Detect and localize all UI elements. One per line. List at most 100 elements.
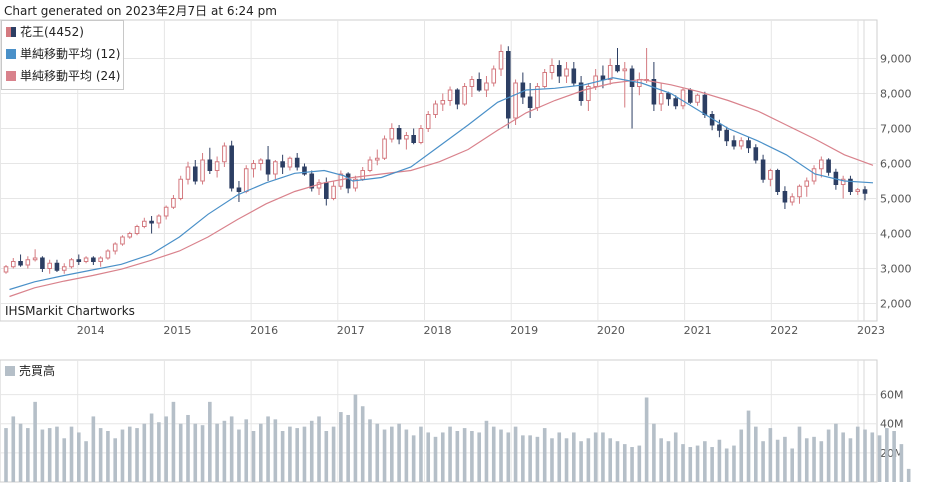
volume-bar[interactable] bbox=[26, 428, 30, 482]
volume-legend[interactable]: 売買高 bbox=[5, 362, 55, 379]
candle[interactable] bbox=[229, 140, 234, 192]
volume-bar[interactable] bbox=[273, 419, 278, 482]
volume-bar[interactable] bbox=[309, 420, 314, 482]
volume-bar[interactable] bbox=[84, 441, 88, 482]
volume-bar[interactable] bbox=[644, 397, 649, 482]
candle[interactable] bbox=[571, 62, 577, 87]
candle[interactable] bbox=[855, 188, 861, 195]
volume-bar[interactable] bbox=[18, 423, 23, 482]
candle[interactable] bbox=[462, 83, 467, 106]
volume-bar[interactable] bbox=[433, 436, 438, 482]
candle[interactable] bbox=[396, 125, 402, 145]
volume-bar[interactable] bbox=[164, 416, 168, 482]
volume-bar[interactable] bbox=[244, 419, 249, 482]
candle[interactable] bbox=[695, 93, 700, 106]
candle[interactable] bbox=[163, 205, 169, 220]
volume-bar[interactable] bbox=[258, 423, 263, 482]
volume-bar[interactable] bbox=[790, 448, 795, 482]
volume-bar[interactable] bbox=[360, 406, 365, 482]
volume-bar[interactable] bbox=[470, 431, 474, 482]
volume-bar[interactable] bbox=[47, 428, 52, 482]
candle[interactable] bbox=[433, 100, 438, 119]
candle[interactable] bbox=[804, 177, 810, 197]
volume-bar[interactable] bbox=[695, 445, 700, 482]
candle[interactable] bbox=[484, 76, 489, 97]
candle[interactable] bbox=[156, 214, 162, 229]
volume-bar[interactable] bbox=[601, 432, 605, 482]
volume-bar[interactable] bbox=[528, 435, 532, 482]
candle[interactable] bbox=[666, 91, 671, 106]
candle[interactable] bbox=[178, 175, 184, 201]
volume-bar[interactable] bbox=[382, 429, 387, 482]
candle[interactable] bbox=[520, 72, 526, 105]
volume-bar[interactable] bbox=[499, 429, 503, 482]
candle[interactable] bbox=[171, 195, 176, 209]
candle[interactable] bbox=[680, 88, 686, 110]
candle[interactable] bbox=[447, 86, 453, 106]
volume-bar[interactable] bbox=[135, 428, 139, 482]
candle[interactable] bbox=[83, 256, 89, 264]
volume-bar[interactable] bbox=[703, 441, 707, 482]
volume-bar[interactable] bbox=[506, 432, 511, 482]
volume-bar[interactable] bbox=[62, 438, 67, 482]
candle[interactable] bbox=[389, 123, 395, 143]
volume-bar[interactable] bbox=[899, 444, 904, 482]
volume-bar[interactable] bbox=[819, 441, 824, 482]
volume-bar[interactable] bbox=[491, 426, 496, 482]
volume-bar[interactable] bbox=[426, 432, 431, 482]
volume-bar[interactable] bbox=[557, 432, 562, 482]
volume-bar[interactable] bbox=[877, 435, 882, 482]
volume-bar[interactable] bbox=[630, 447, 634, 482]
volume-bar[interactable] bbox=[586, 438, 591, 482]
legend-item-price[interactable]: 花王(4452) bbox=[6, 23, 84, 40]
candle[interactable] bbox=[760, 154, 766, 183]
legend-item-ma24[interactable]: 単純移動平均 (24) bbox=[6, 67, 120, 84]
volume-bar[interactable] bbox=[462, 428, 467, 482]
volume-bar[interactable] bbox=[251, 431, 256, 482]
volume-bar[interactable] bbox=[535, 436, 540, 482]
candle[interactable] bbox=[418, 125, 424, 145]
candle[interactable] bbox=[331, 181, 336, 201]
candle[interactable] bbox=[505, 46, 511, 129]
candle[interactable] bbox=[287, 156, 293, 171]
candle[interactable] bbox=[91, 256, 96, 265]
volume-bar[interactable] bbox=[215, 423, 219, 482]
candle[interactable] bbox=[40, 256, 45, 272]
candle[interactable] bbox=[207, 147, 213, 174]
volume-bar[interactable] bbox=[171, 401, 176, 482]
volume-bar[interactable] bbox=[178, 423, 183, 482]
volume-bar[interactable] bbox=[717, 439, 722, 482]
candle[interactable] bbox=[120, 235, 125, 246]
volume-bar[interactable] bbox=[724, 448, 729, 482]
volume-bar[interactable] bbox=[222, 420, 227, 482]
volume-bar[interactable] bbox=[448, 426, 452, 482]
volume-bar[interactable] bbox=[375, 423, 380, 482]
volume-bar[interactable] bbox=[339, 412, 343, 482]
candle[interactable] bbox=[629, 65, 635, 129]
volume-bar[interactable] bbox=[266, 416, 270, 482]
volume-bar[interactable] bbox=[855, 426, 860, 482]
candle[interactable] bbox=[243, 165, 249, 194]
volume-bar[interactable] bbox=[732, 445, 736, 482]
volume-bar[interactable] bbox=[142, 423, 147, 482]
volume-bar[interactable] bbox=[411, 435, 416, 482]
candle[interactable] bbox=[258, 158, 264, 171]
candle[interactable] bbox=[18, 254, 23, 267]
candle[interactable] bbox=[142, 217, 147, 229]
volume-bar[interactable] bbox=[834, 423, 838, 482]
volume-bar[interactable] bbox=[11, 416, 16, 482]
volume-bar[interactable] bbox=[622, 444, 627, 482]
volume-bar[interactable] bbox=[127, 426, 132, 482]
volume-bar[interactable] bbox=[812, 436, 816, 482]
candle[interactable] bbox=[10, 258, 16, 269]
volume-bar[interactable] bbox=[746, 410, 751, 482]
volume-bar[interactable] bbox=[368, 419, 372, 482]
candle[interactable] bbox=[491, 65, 497, 87]
volume-bar[interactable] bbox=[331, 426, 336, 482]
volume-bar[interactable] bbox=[761, 441, 765, 482]
volume-bar[interactable] bbox=[390, 426, 394, 482]
candle[interactable] bbox=[687, 88, 693, 104]
volume-bar[interactable] bbox=[98, 428, 103, 482]
candle[interactable] bbox=[811, 165, 817, 185]
volume-bar[interactable] bbox=[193, 423, 198, 482]
